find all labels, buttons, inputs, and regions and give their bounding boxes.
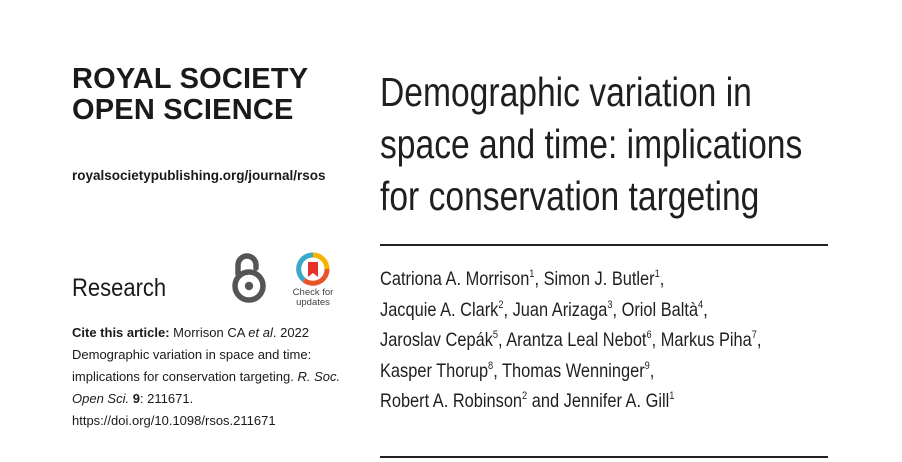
author-separator: , — [651, 329, 661, 352]
article-title-line3: for conservation targeting — [380, 173, 760, 219]
citation-journal-abbrev-2: Open Sci. — [72, 391, 130, 406]
author-separator: , — [498, 329, 507, 352]
author-name: Simon J. Butler — [543, 268, 655, 290]
check-updates-line2: updates — [296, 297, 330, 308]
author-line: Jaroslav Cepák5, Arantza Leal Nebot6, Ma… — [380, 325, 761, 356]
article-title-line1: Demographic variation in — [380, 69, 752, 115]
author-line: Catriona A. Morrison1, Simon J. Butler1, — [380, 264, 761, 295]
citation-block: Cite this article: Morrison CA et al. 20… — [72, 322, 372, 432]
author-name: Jennifer A. Gill — [563, 390, 670, 413]
citation-title-line2: implications for conservation targeting. — [72, 369, 298, 384]
article-title-line2: space and time: implications — [380, 121, 803, 167]
author-name: Kasper Thorup — [380, 359, 489, 382]
citation-et-al: et al — [248, 325, 273, 340]
article-title: Demographic variation in space and time:… — [380, 66, 802, 222]
author-affiliation: 2 — [522, 390, 528, 403]
author-name: Arantza Leal Nebot — [506, 329, 647, 352]
journal-url-link[interactable]: royalsocietypublishing.org/journal/rsos — [72, 168, 326, 183]
author-affiliation: 1 — [654, 268, 660, 280]
author-name: Jaroslav Cepák — [380, 329, 493, 352]
title-divider-top — [380, 244, 828, 246]
author-line: Jacquie A. Clark2, Juan Arizaga3, Oriol … — [380, 295, 761, 326]
author-separator: , — [703, 298, 708, 321]
author-name: Juan Arizaga — [512, 298, 608, 321]
citation-title-line1: Demographic variation in space and time: — [72, 347, 312, 362]
check-for-updates-badge[interactable]: Check for updates — [288, 252, 338, 310]
author-name: Oriol Baltà — [621, 298, 699, 321]
author-separator: , — [756, 329, 762, 352]
author-separator: , — [649, 359, 655, 382]
journal-name: ROYAL SOCIETY OPEN SCIENCE — [72, 64, 308, 126]
author-affiliation: 6 — [646, 329, 652, 342]
author-line: Kasper Thorup8, Thomas Wenninger9, — [380, 356, 761, 387]
author-affiliation: 3 — [607, 298, 613, 311]
author-affiliation: 4 — [698, 298, 704, 311]
author-separator: , — [612, 298, 622, 321]
citation-article-number: : 211671. — [139, 391, 194, 406]
author-line: Robert A. Robinson2 and Jennifer A. Gill… — [380, 386, 761, 417]
author-separator: and — [527, 390, 564, 413]
open-access-lock-icon — [232, 253, 266, 303]
author-affiliation: 2 — [498, 298, 504, 311]
author-affiliation: 9 — [644, 359, 650, 372]
citation-authors: Morrison CA — [169, 325, 249, 340]
author-name: Markus Piha — [660, 329, 752, 352]
author-name: Catriona A. Morrison — [380, 268, 530, 290]
citation-year: . 2022 — [272, 325, 310, 340]
check-updates-line1: Check for — [292, 287, 334, 298]
citation-journal-abbrev-1: R. Soc. — [297, 369, 341, 384]
author-separator: , — [659, 268, 665, 290]
journal-name-line1: ROYAL SOCIETY — [72, 63, 309, 95]
citation-line-3: implications for conservation targeting.… — [72, 366, 372, 388]
author-affiliation: 8 — [488, 359, 494, 372]
section-label: Research — [72, 274, 167, 302]
author-separator: , — [534, 268, 544, 290]
check-for-updates-icon — [296, 252, 330, 286]
author-separator: , — [493, 359, 503, 382]
author-affiliation: 7 — [751, 329, 757, 342]
author-name: Robert A. Robinson — [380, 390, 523, 413]
author-affiliation: 1 — [669, 390, 675, 403]
author-affiliation: 5 — [492, 329, 499, 342]
author-name: Thomas Wenninger — [502, 359, 645, 382]
author-name: Jacquie A. Clark — [380, 298, 499, 321]
citation-line-4: Open Sci. 9: 211671. — [72, 388, 372, 410]
journal-name-line2: OPEN SCIENCE — [72, 94, 294, 126]
citation-volume: 9 — [129, 391, 140, 406]
title-divider-bottom — [380, 456, 828, 458]
author-separator: , — [503, 298, 513, 321]
author-list: Catriona A. Morrison1, Simon J. Butler1,… — [380, 264, 761, 417]
citation-label: Cite this article: — [72, 325, 170, 340]
author-affiliation: 1 — [529, 268, 535, 280]
citation-line-1: Cite this article: Morrison CA et al. 20… — [72, 322, 372, 344]
citation-doi-link[interactable]: https://doi.org/10.1098/rsos.211671 — [72, 413, 276, 428]
